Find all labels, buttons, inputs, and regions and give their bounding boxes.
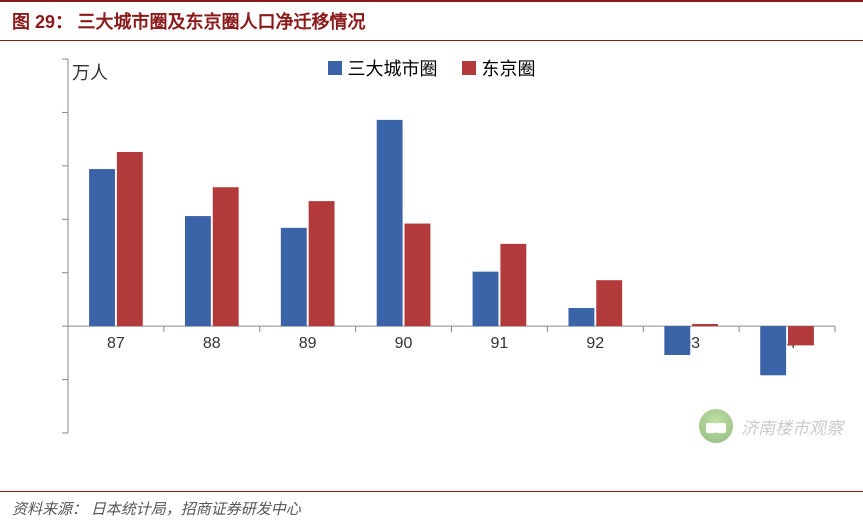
- bar-三大城市圈: [568, 308, 594, 326]
- bar-东京圈: [213, 187, 239, 326]
- source-text: 日本统计局，招商证券研发中心: [91, 502, 301, 518]
- source-label: 资料来源：: [12, 502, 87, 518]
- x-tick-label: 87: [107, 335, 125, 352]
- figure-container: 图 29： 三大城市圈及东京圈人口净迁移情况 万人 三大城市圈 东京圈 -10-…: [0, 0, 863, 520]
- watermark: 济南楼市观察: [699, 409, 843, 443]
- bar-三大城市圈: [760, 326, 786, 375]
- chart-area: 万人 三大城市圈 东京圈 -10-50510152025878889909192…: [0, 41, 863, 491]
- x-tick-label: 91: [491, 335, 509, 352]
- figure-number: 图 29：: [12, 12, 73, 32]
- bar-东京圈: [596, 280, 622, 326]
- bar-东京圈: [117, 152, 143, 326]
- figure-title: 三大城市圈及东京圈人口净迁移情况: [77, 12, 365, 32]
- bar-东京圈: [788, 326, 814, 345]
- plot-region: -10-505101520258788899091929394: [60, 51, 843, 461]
- figure-header: 图 29： 三大城市圈及东京圈人口净迁移情况: [0, 0, 863, 41]
- watermark-text: 济南楼市观察: [741, 414, 843, 439]
- x-tick-label: 90: [395, 335, 413, 352]
- watermark-icon: [699, 409, 733, 443]
- bar-东京圈: [309, 201, 335, 326]
- bar-三大城市圈: [281, 228, 307, 326]
- bar-三大城市圈: [664, 326, 690, 355]
- bar-东京圈: [405, 224, 431, 327]
- bar-三大城市圈: [473, 272, 499, 326]
- bar-三大城市圈: [377, 120, 403, 326]
- bar-东京圈: [692, 324, 718, 326]
- bar-三大城市圈: [185, 216, 211, 326]
- x-tick-label: 88: [203, 335, 221, 352]
- bar-三大城市圈: [89, 169, 115, 326]
- x-tick-label: 92: [586, 335, 604, 352]
- chart-svg: -10-505101520258788899091929394: [60, 51, 843, 461]
- bar-东京圈: [500, 244, 526, 326]
- x-tick-label: 89: [299, 335, 317, 352]
